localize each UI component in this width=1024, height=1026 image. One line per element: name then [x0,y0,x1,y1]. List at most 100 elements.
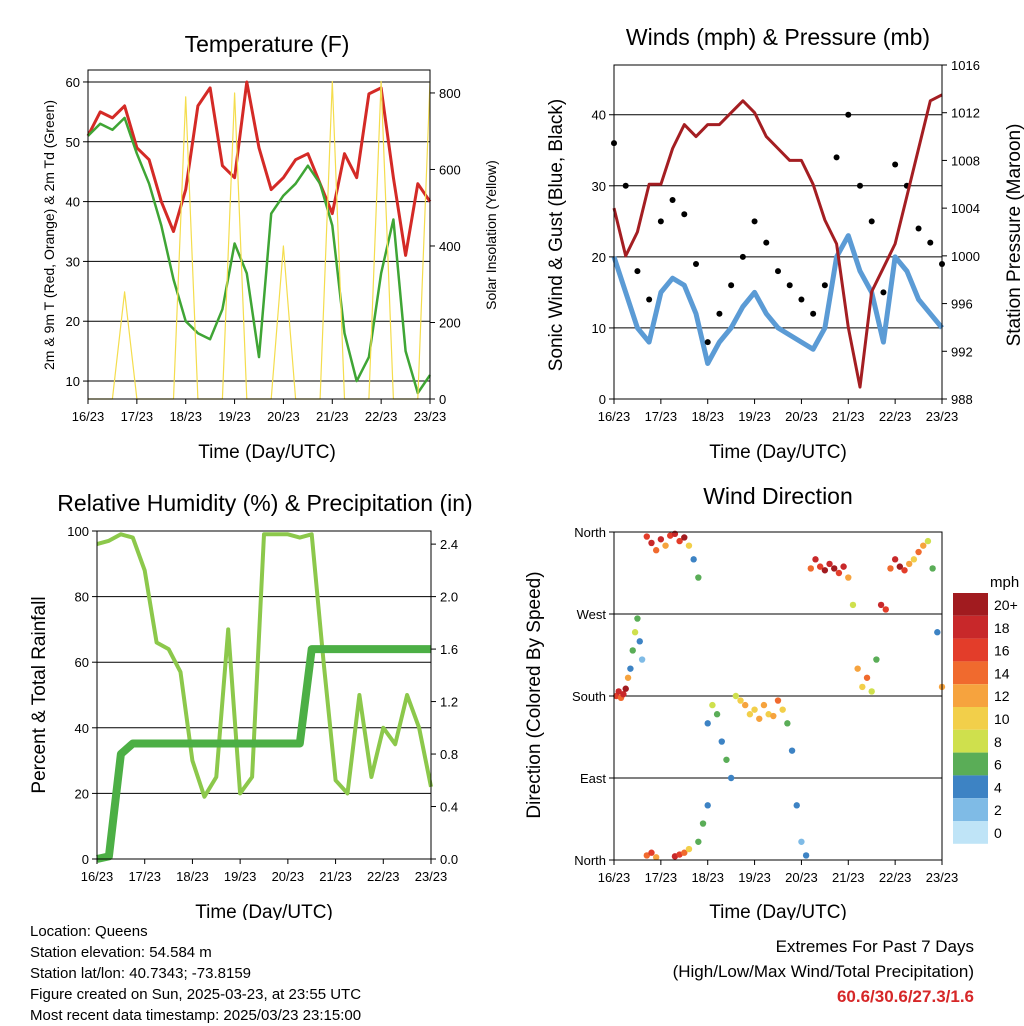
gust-point [751,218,758,225]
direction-point [695,838,702,845]
y-tick-label: North [574,525,606,540]
gust-point [622,182,629,189]
direction-point [760,701,768,709]
direction-point [910,556,918,563]
gust-point [646,296,653,303]
gust-point [868,218,875,225]
x-tick-label: 21/23 [832,409,865,424]
grid [614,531,942,861]
y-axis-label: Percent & Total Rainfall [29,596,50,793]
x-tick-label: 17/23 [121,409,154,424]
direction-point [816,563,824,570]
y-axis-label: 2m & 9m T (Red, Orange) & 2m Td (Green) [41,100,57,370]
y-tick-label: 40 [75,721,89,736]
rh-series [96,532,433,799]
direction-point [873,656,880,663]
y-tick-label: 10 [66,374,80,389]
x-tick-label: 18/23 [169,409,202,424]
direction-point [812,556,819,563]
right-tick-label: 1012 [951,106,980,121]
dewpoint-series [87,116,432,395]
right-tick-label: 1.6 [440,642,458,657]
direction-point [713,711,721,718]
colorbar-label: 10 [994,711,1010,727]
y-tick-label: East [580,771,606,786]
direction-point [756,715,763,722]
x-tick-label: 23/23 [414,409,447,424]
direction-point [631,629,639,636]
gust-point [716,310,723,317]
colorbar-swatch [953,707,988,730]
x-tick-label: 16/23 [81,869,114,884]
right-axis-ticks: 0 200 400 600 800 [430,86,461,407]
x-tick-label: 19/23 [218,409,251,424]
x-tick-label: 16/23 [598,409,631,424]
direction-point [643,533,650,540]
colorbar-label: 18 [994,620,1010,636]
direction-point [770,712,777,720]
colorbar-label: 12 [994,688,1010,704]
direction-point [652,547,660,554]
plot-area [613,64,943,400]
direction-point [924,537,932,545]
x-axis-label: Time (Day/UTC) [195,902,333,920]
gust-point [704,339,711,346]
direction-point [681,849,688,856]
chart-title: Temperature (F) [185,31,350,57]
colorbar-swatch [953,615,988,639]
precip-series [96,645,431,863]
right-tick-label: 1000 [951,249,980,264]
direction-point [737,697,744,704]
figure: Temperature (F) 16/23 17/23 18/23 19/23 20/2… [29,24,1024,920]
colorbar-swatch [953,638,988,662]
x-axis-label: Time (Day/UTC) [709,442,847,463]
direction-point [906,560,913,568]
x-tick-label: 16/23 [72,409,105,424]
y-tick-label: 100 [67,524,89,539]
direction-point [704,720,711,727]
colorbar-swatch [953,798,988,821]
gust-point [857,182,863,189]
right-axis-label: Station Pressure (Maroon) [1004,124,1024,347]
right-tick-label: 400 [439,239,461,254]
colorbar-swatch [953,752,988,776]
y-axis-ticks: 0 10 20 30 40 [592,108,614,407]
extremes-summary: Extremes For Past 7 Days (High/Low/Max W… [673,934,974,1009]
y-tick-label: 30 [592,179,606,194]
direction-point [751,706,758,713]
direction-point [934,629,941,636]
right-tick-label: 800 [439,86,461,101]
direction-point [779,706,786,713]
direction-point [807,565,814,572]
direction-point [685,542,693,549]
direction-point [732,692,740,700]
extremes-values: 60.6/30.6/27.3/1.6 [836,987,974,1006]
direction-point [648,849,655,856]
gust-point [892,161,899,168]
direction-point [798,838,805,845]
direction-point [859,683,866,691]
colorbar-swatch [953,775,988,799]
y-tick-label: West [577,607,607,622]
grid [88,81,430,382]
pressure-series [612,93,943,389]
colorbar-label: 14 [994,665,1010,681]
x-axis-label: Time (Day/UTC) [198,442,336,463]
colorbar-label: 2 [994,802,1002,818]
x-tick-label: 22/23 [879,409,912,424]
data-marks [86,80,432,400]
y-tick-label: 40 [592,108,606,123]
x-tick-label: 22/23 [879,870,912,885]
direction-point [718,738,725,745]
colorbar-label: 20+ [994,597,1018,613]
gust-point [763,239,770,246]
colorbar-label: 4 [994,779,1002,795]
gust-point [728,282,735,289]
y-axis-label: Direction (Colored By Speed) [524,571,545,818]
direction-point [915,548,922,556]
right-tick-label: 988 [951,392,973,407]
right-tick-label: 600 [439,162,461,177]
direction-point [620,690,627,698]
y-tick-label: 30 [66,254,80,269]
direction-point [709,701,716,709]
